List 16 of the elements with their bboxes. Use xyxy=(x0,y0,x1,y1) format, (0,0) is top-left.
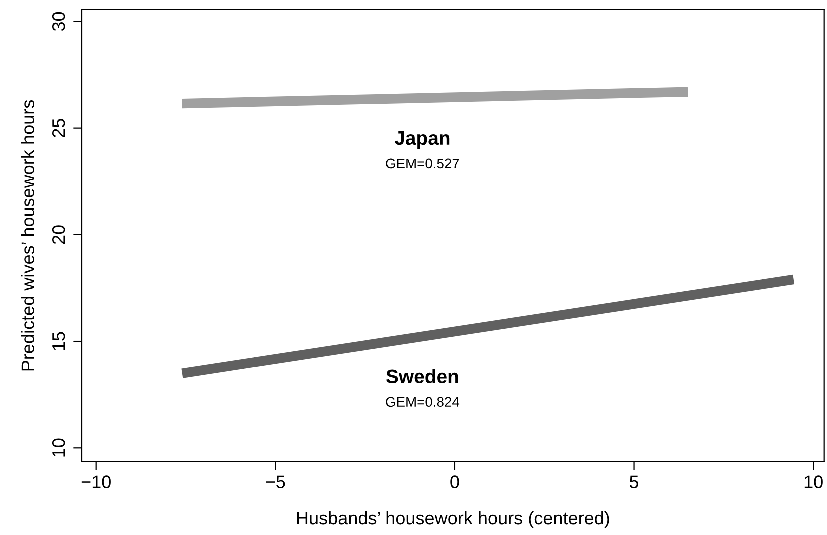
x-tick-label: 0 xyxy=(450,476,460,488)
x-tick-label: −10 xyxy=(82,476,111,488)
y-axis-title: Predicted wives’ housework hours xyxy=(21,100,35,371)
annotation: Sweden xyxy=(386,369,458,384)
x-tick-label: 5 xyxy=(630,476,639,488)
x-axis-title: Husbands’ housework hours (centered) xyxy=(297,511,610,528)
y-tick-label: 25 xyxy=(52,119,66,138)
y-tick-label: 20 xyxy=(52,226,66,244)
y-tick-label: 15 xyxy=(52,332,66,350)
y-tick-label: 30 xyxy=(52,12,66,32)
annotation: Japan xyxy=(394,132,450,149)
y-tick-label: 10 xyxy=(52,438,66,457)
x-tick-label: 10 xyxy=(804,476,823,488)
annotation: GEM=0.824 xyxy=(386,397,460,408)
x-tick-label: −5 xyxy=(266,476,286,488)
annotation: GEM=0.527 xyxy=(386,158,460,169)
